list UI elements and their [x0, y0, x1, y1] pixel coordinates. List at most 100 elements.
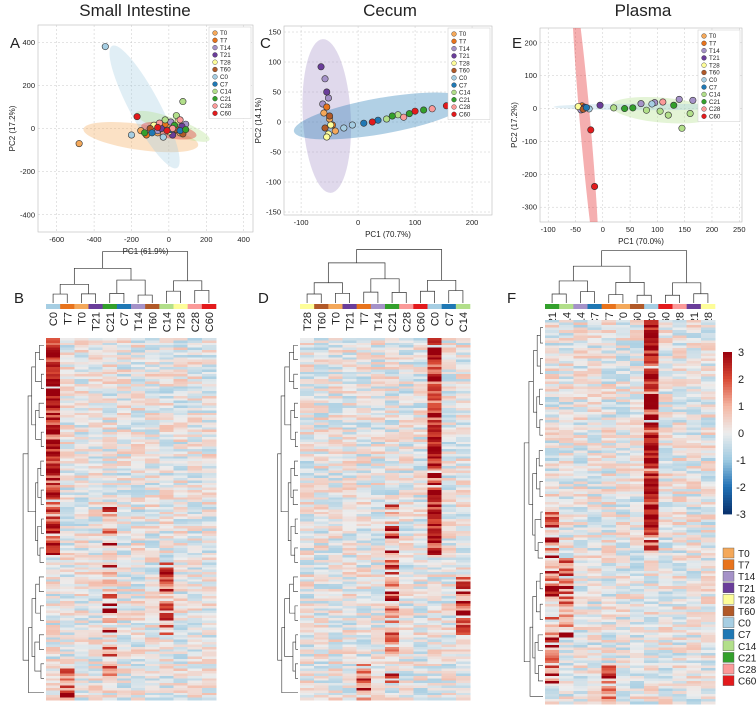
heatmap-cell — [545, 386, 560, 390]
heatmap-cell — [356, 574, 372, 578]
heatmap-cell — [630, 337, 645, 341]
heatmap-cell — [342, 395, 358, 399]
heatmap-cell — [201, 579, 217, 583]
heatmap-cell — [601, 481, 617, 485]
heatmap-cell — [370, 379, 386, 382]
heatmap-cell — [399, 381, 414, 385]
heatmap-cell — [300, 506, 315, 510]
heatmap-cell — [615, 463, 631, 467]
heatmap-cell — [314, 531, 329, 534]
heatmap-cell — [455, 678, 471, 682]
heatmap-cell — [644, 345, 659, 349]
heatmap-cell — [545, 483, 560, 487]
heatmap-cell — [644, 401, 659, 405]
heatmap-cell — [559, 488, 574, 492]
heatmap-cell — [159, 622, 174, 626]
heatmap-cell — [173, 463, 189, 467]
heatmap-cell — [314, 492, 329, 496]
heatmap-cell — [559, 320, 574, 323]
heatmap-cell — [300, 345, 315, 349]
heatmap-cell — [46, 615, 61, 619]
heatmap-cell — [427, 482, 443, 486]
heatmap-cell — [342, 687, 358, 691]
heatmap-cell — [173, 412, 189, 416]
heatmap-cell — [413, 502, 428, 505]
heatmap-cell — [686, 391, 702, 395]
heatmap-cell — [131, 550, 146, 554]
heatmap-cell — [145, 403, 160, 406]
heatmap-cell — [441, 388, 457, 392]
heatmap-cell — [441, 692, 457, 696]
heatmap-cell — [427, 523, 443, 527]
heatmap-cell — [686, 343, 702, 346]
heatmap-cell — [672, 424, 688, 428]
heatmap-cell — [131, 506, 146, 510]
dendrogram-branch — [38, 402, 44, 418]
heatmap-cell — [559, 332, 574, 336]
heatmap-cell — [201, 526, 217, 530]
heatmap-cell — [427, 427, 443, 431]
heatmap-cell — [145, 543, 160, 546]
heatmap-cell — [455, 410, 471, 414]
heatmap-cell — [328, 654, 343, 657]
heatmap-cell — [455, 502, 471, 505]
heatmap-cell — [60, 540, 75, 544]
heatmap-cell — [385, 579, 400, 583]
heatmap-cell — [587, 343, 603, 346]
heatmap-cell — [370, 584, 386, 587]
heatmap-cell — [658, 378, 673, 382]
heatmap-cell — [370, 391, 386, 394]
heatmap-cell — [399, 632, 414, 636]
heatmap-cell — [672, 504, 688, 508]
heatmap-cell — [116, 453, 132, 457]
heatmap-cell — [60, 427, 75, 431]
heatmap-cell — [644, 340, 659, 344]
heatmap-cell — [545, 460, 560, 464]
heatmap-cell — [672, 471, 688, 474]
heatmap-cell — [399, 675, 414, 679]
heatmap-cell — [88, 410, 104, 414]
heatmap-cell — [145, 533, 160, 537]
heatmap-cell — [644, 322, 659, 326]
heatmap-cell — [700, 355, 716, 359]
heatmap-cell — [116, 692, 132, 696]
heatmap-cell — [356, 538, 372, 542]
heatmap-cell — [455, 596, 471, 600]
heatmap-cell — [413, 482, 428, 486]
heatmap-cell — [427, 436, 443, 440]
heatmap-cell — [573, 509, 588, 513]
heatmap-cell — [672, 496, 688, 500]
column-label: T7 — [359, 312, 371, 325]
heatmap-cell — [385, 673, 400, 677]
heatmap-cell — [413, 620, 428, 624]
heatmap-cell — [131, 625, 146, 628]
heatmap-cell — [441, 352, 457, 356]
legend-marker — [701, 33, 707, 39]
heatmap-cell — [399, 533, 414, 537]
heatmap-cell — [60, 487, 75, 491]
heatmap-cell — [328, 690, 343, 694]
heatmap-cell — [88, 473, 104, 476]
heatmap-cell — [441, 608, 457, 612]
heatmap-cell — [601, 320, 617, 323]
heatmap-cell — [159, 528, 174, 532]
heatmap-cell — [370, 461, 386, 464]
heatmap-cell — [601, 496, 617, 500]
heatmap-cell — [173, 427, 189, 431]
heatmap-cell — [630, 476, 645, 480]
heatmap-cell — [201, 374, 217, 378]
heatmap-cell — [201, 477, 217, 481]
heatmap-cell — [60, 461, 75, 464]
heatmap-cell — [700, 343, 716, 346]
dendrogram-branch — [363, 291, 379, 303]
heatmap-cell — [173, 453, 189, 457]
heatmap-cell — [131, 632, 146, 636]
heatmap-cell — [201, 625, 217, 628]
heatmap-cell — [385, 506, 400, 510]
column-label: C7 — [444, 312, 456, 326]
heatmap-cell — [385, 342, 400, 346]
heatmap-cell — [587, 496, 603, 500]
heatmap-cell — [201, 350, 217, 353]
heatmap-cell — [601, 389, 617, 393]
heatmap-cell — [644, 360, 659, 364]
